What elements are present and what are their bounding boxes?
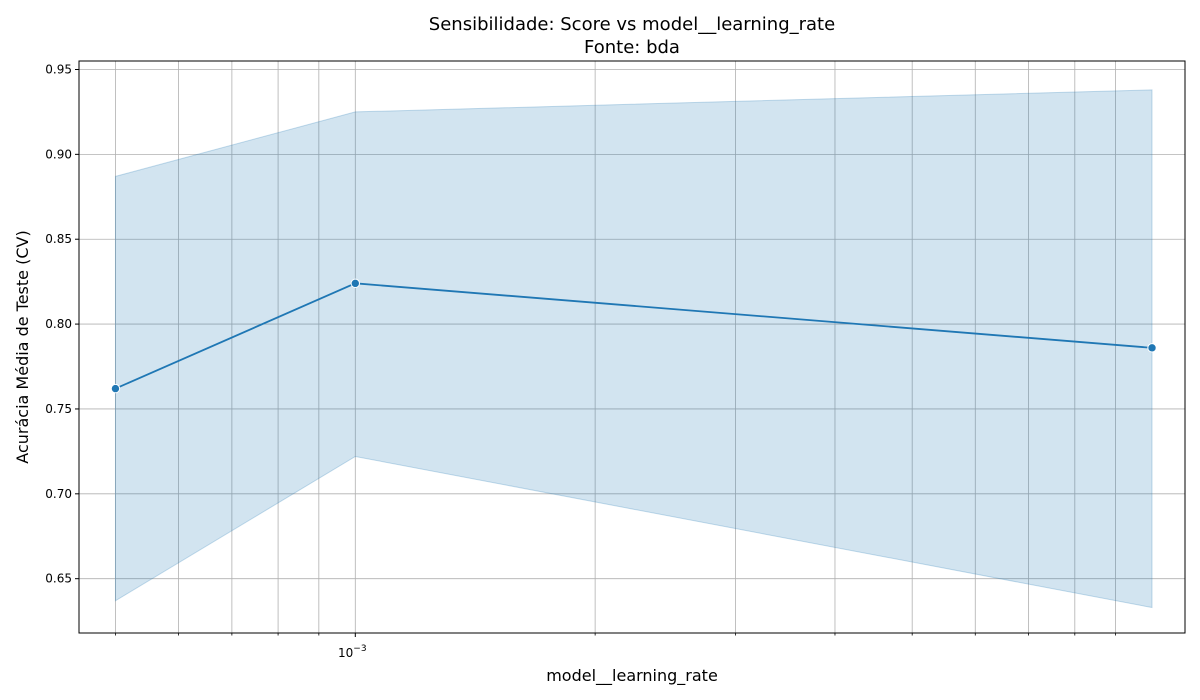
confidence-band-layer (114, 89, 1153, 609)
grid (79, 61, 1185, 633)
confidence-band (114, 89, 1153, 609)
x-axis-ticks: 10−3 (115, 633, 1116, 660)
y-tick-label: 0.80 (45, 317, 72, 331)
y-tick-label: 0.70 (45, 487, 72, 501)
chart-title: Sensibilidade: Score vs model__learning_… (429, 14, 835, 35)
y-tick-label: 0.75 (45, 402, 72, 416)
x-axis-label: model__learning_rate (546, 666, 718, 686)
y-axis-ticks: 0.65 0.70 0.75 0.80 0.85 0.90 0.95 (45, 62, 79, 586)
data-point (350, 278, 360, 289)
x-tick-label: 10−3 (338, 644, 367, 660)
y-tick-label: 0.95 (45, 62, 72, 76)
x-tick-exponent: −3 (353, 644, 366, 654)
y-tick-label: 0.65 (45, 572, 72, 586)
chart-subtitle: Fonte: bda (584, 37, 680, 58)
data-point (110, 383, 121, 394)
plot-frame (78, 60, 1186, 634)
data-points-layer (110, 278, 1157, 394)
y-axis-label: Acurácia Média de Teste (CV) (13, 230, 32, 463)
data-point (1147, 343, 1157, 353)
y-tick-label: 0.90 (45, 147, 72, 161)
y-tick-label: 0.85 (45, 232, 72, 246)
